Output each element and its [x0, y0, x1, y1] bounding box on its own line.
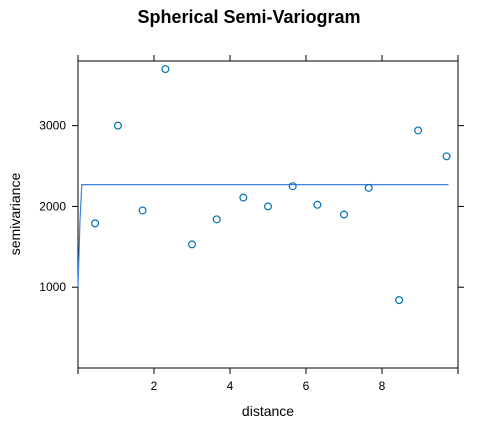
- y-tick-label: 1000: [39, 280, 66, 294]
- y-tick-label: 2000: [39, 199, 66, 213]
- data-point: [414, 126, 423, 135]
- x-tick-label: 6: [303, 379, 310, 393]
- data-points-layer: [91, 65, 451, 305]
- data-point: [239, 193, 248, 202]
- y-axis-label: semivariance: [7, 173, 23, 256]
- data-point: [264, 202, 273, 211]
- x-tick-label: 2: [151, 379, 158, 393]
- variogram-model-line: [77, 184, 449, 288]
- data-point: [442, 152, 451, 161]
- x-tick-label: 4: [227, 379, 234, 393]
- data-point: [161, 65, 170, 74]
- data-point: [340, 210, 349, 219]
- data-point: [91, 219, 100, 228]
- data-point: [313, 200, 322, 209]
- data-point: [138, 206, 147, 215]
- model-line-layer: [77, 184, 449, 288]
- data-point: [364, 183, 373, 192]
- data-point: [113, 121, 122, 130]
- x-axis: 2 4 6 8: [77, 55, 459, 393]
- y-axis: 1000 2000 3000: [39, 119, 464, 294]
- y-tick-label: 3000: [39, 119, 66, 133]
- chart-title: Spherical Semi-Variogram: [137, 7, 360, 27]
- data-point: [395, 296, 404, 305]
- data-point: [212, 215, 221, 224]
- data-point: [188, 240, 197, 249]
- x-axis-label: distance: [242, 403, 294, 419]
- x-tick-label: 8: [379, 379, 386, 393]
- plot-frame: [77, 60, 459, 369]
- data-point: [288, 182, 297, 191]
